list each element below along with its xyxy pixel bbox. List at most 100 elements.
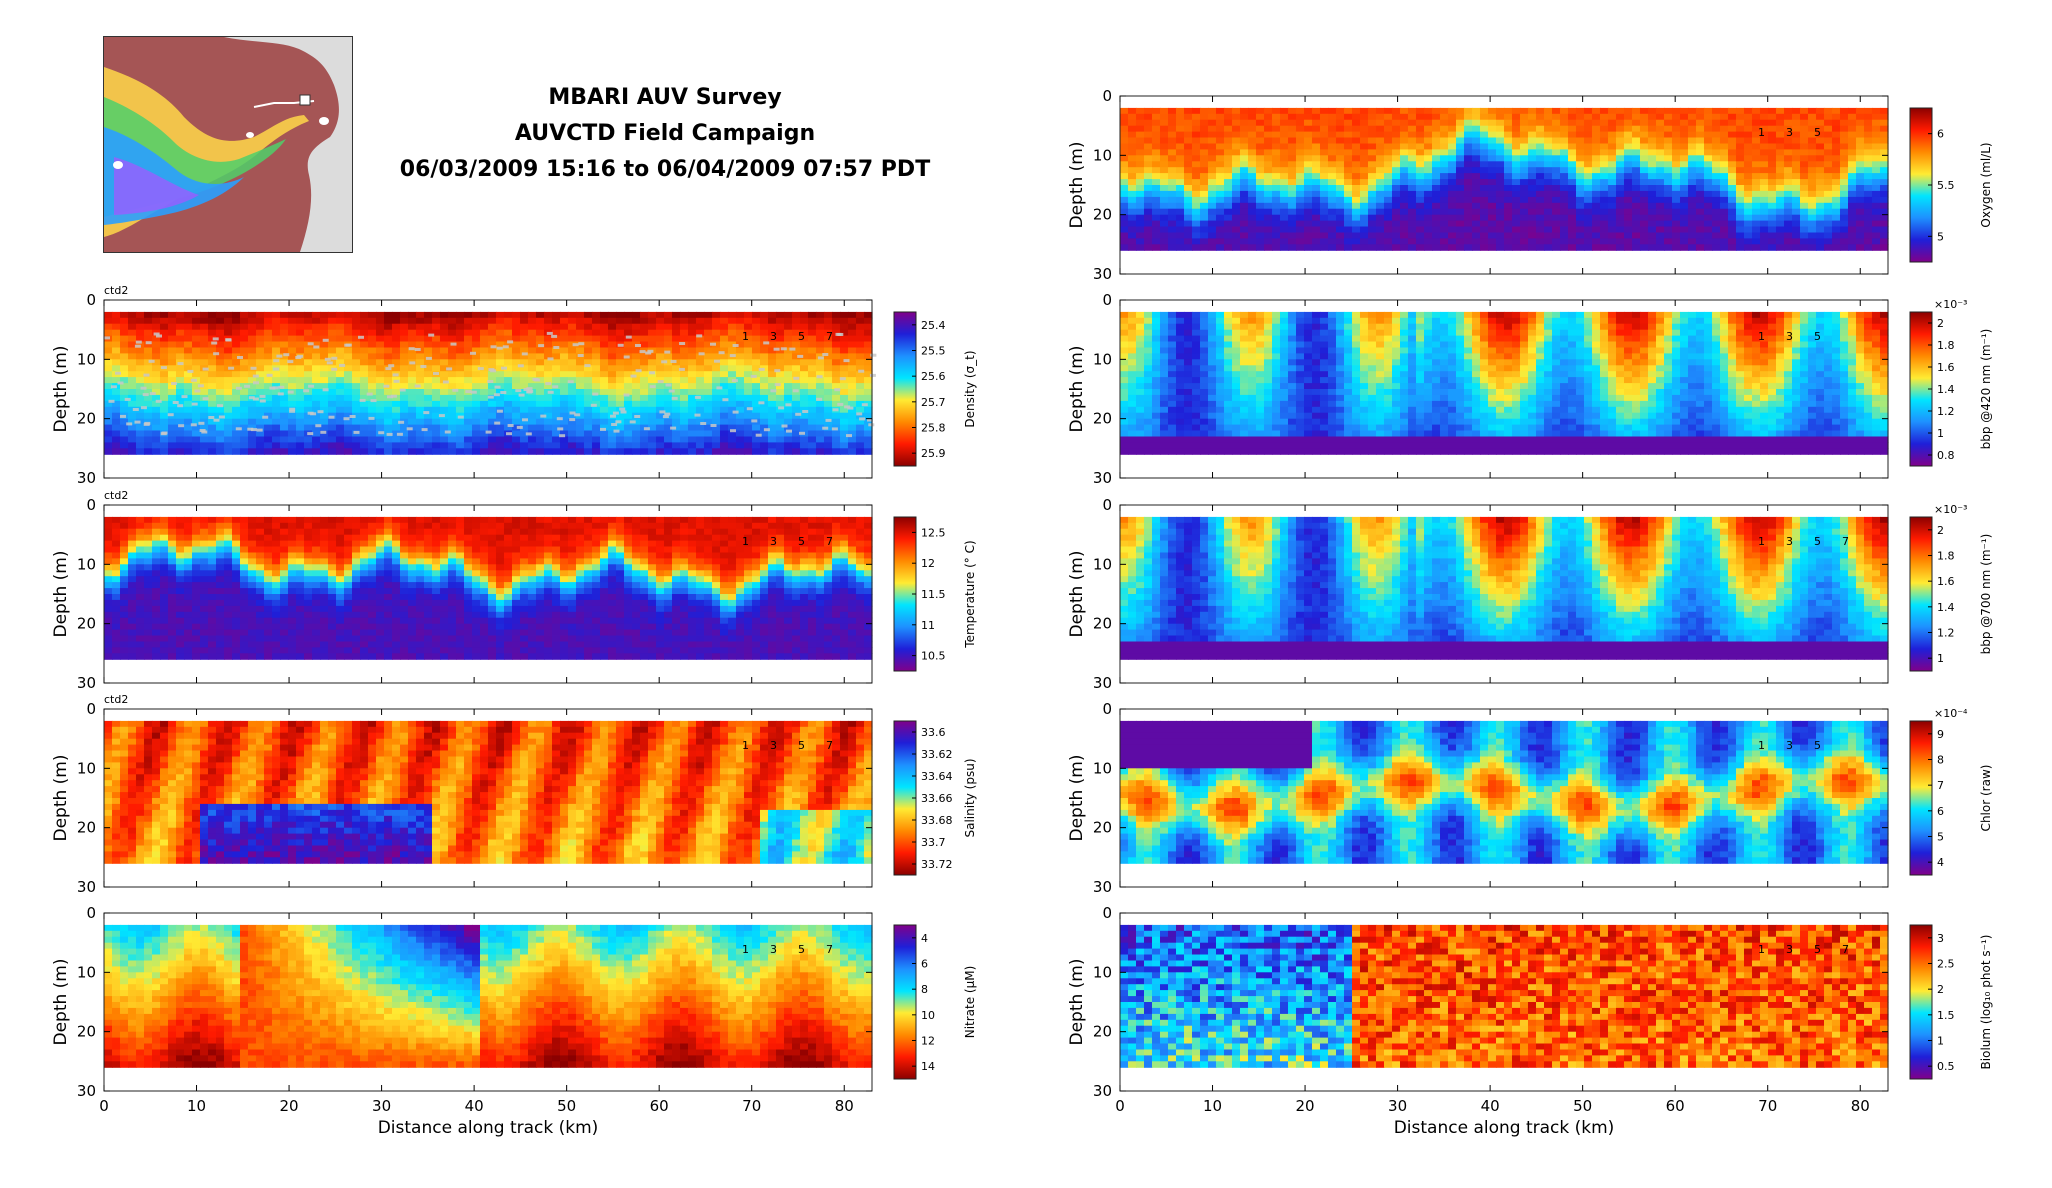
heatmap-cell: [320, 406, 329, 414]
heatmap-cell: [792, 335, 801, 343]
heatmap-cell: [840, 629, 849, 637]
heatmap-cell: [848, 359, 857, 366]
heatmap-cell: [432, 377, 441, 384]
heatmap-cell: [856, 400, 865, 408]
heatmap-cell: [152, 522, 161, 530]
heatmap-cell: [520, 394, 529, 402]
heatmap-cell: [488, 418, 497, 426]
heatmap-cell: [752, 359, 761, 366]
heatmap-cell: [504, 570, 513, 577]
heatmap-cell: [800, 599, 809, 607]
heatmap-cell: [312, 329, 321, 337]
heatmap-cell: [816, 611, 825, 619]
heatmap-cell: [664, 576, 673, 583]
heatmap-cell: [552, 588, 561, 595]
heatmap-cell: [392, 599, 401, 607]
heatmap-cell: [416, 323, 425, 331]
heatmap-cell: [208, 311, 217, 319]
heatmap-cell: [776, 564, 785, 571]
heatmap-cell: [848, 389, 857, 396]
heatmap-cell: [864, 436, 873, 443]
heatmap-cell: [704, 635, 713, 642]
heatmap-cell: [280, 323, 289, 331]
heatmap-cell: [320, 653, 329, 660]
heatmap-cell: [584, 623, 593, 631]
density-gap-cell: [670, 426, 677, 430]
heatmap-cell: [192, 522, 201, 530]
heatmap-cell: [784, 394, 793, 402]
heatmap-cell: [688, 353, 697, 360]
density-gap-cell: [199, 429, 206, 432]
heatmap-cell: [336, 599, 345, 607]
density-gap-cell: [388, 364, 395, 368]
heatmap-cell: [848, 353, 857, 360]
heatmap-cell: [528, 341, 537, 348]
density-gap-cell: [423, 411, 430, 415]
heatmap-cell: [760, 647, 769, 654]
heatmap-cell: [864, 335, 873, 343]
heatmap-cell: [856, 365, 865, 372]
heatmap-cell: [736, 430, 745, 437]
heatmap-cell: [520, 442, 529, 449]
density-gap-cell: [670, 360, 677, 363]
heatmap-cell: [768, 641, 777, 648]
heatmap-cell: [672, 576, 681, 583]
heatmap-cell: [248, 629, 257, 637]
heatmap-cell: [240, 635, 249, 642]
heatmap-cell: [512, 400, 521, 408]
heatmap-cell: [184, 412, 193, 420]
heatmap-cell: [624, 448, 633, 455]
heatmap-cell: [400, 594, 409, 601]
heatmap-cell: [480, 400, 489, 408]
heatmap-cell: [840, 570, 849, 577]
heatmap-cell: [408, 552, 417, 559]
heatmap-cell: [624, 623, 633, 631]
heatmap-cell: [856, 516, 865, 524]
density-gap-cell: [126, 422, 133, 426]
heatmap-cell: [672, 383, 681, 390]
heatmap-cell: [576, 516, 585, 524]
heatmap-cell: [816, 412, 825, 420]
heatmap-cell: [184, 552, 193, 559]
heatmap-cell: [472, 347, 481, 354]
heatmap-cell: [824, 341, 833, 348]
heatmap-cell: [808, 341, 817, 348]
heatmap-cell: [504, 418, 513, 426]
heatmap-cell: [256, 540, 265, 548]
heatmap-cell: [680, 582, 689, 589]
heatmap-cell: [176, 424, 185, 432]
density-gap-cell: [553, 346, 560, 349]
heatmap-cell: [424, 341, 433, 348]
heatmap-cell: [136, 540, 145, 548]
heatmap-cell: [664, 365, 673, 372]
heatmap-cell: [712, 653, 721, 660]
heatmap-cell: [664, 653, 673, 660]
heatmap-cell: [648, 323, 657, 331]
heatmap-cell: [152, 516, 161, 524]
heatmap-cell: [600, 576, 609, 583]
heatmap-cell: [248, 623, 257, 631]
heatmap-cell: [744, 377, 753, 384]
heatmap-cell: [624, 359, 633, 366]
heatmap-cell: [448, 653, 457, 660]
heatmap-cell: [768, 412, 777, 420]
heatmap-cell: [104, 641, 113, 648]
heatmap-cell: [504, 406, 513, 414]
heatmap-cell: [592, 418, 601, 426]
heatmap-cell: [192, 430, 201, 437]
heatmap-cell: [744, 617, 753, 625]
heatmap-cell: [856, 383, 865, 390]
heatmap-cell: [384, 534, 393, 542]
heatmap-cell: [504, 347, 513, 354]
density-gap-cell: [569, 411, 576, 415]
heatmap-cell: [760, 448, 769, 455]
heatmap-cell: [680, 588, 689, 595]
heatmap-cell: [400, 365, 409, 372]
heatmap-cell: [680, 623, 689, 631]
heatmap-cell: [760, 341, 769, 348]
heatmap-cell: [256, 418, 265, 426]
heatmap-cell: [504, 611, 513, 619]
heatmap-cell: [344, 558, 353, 565]
density-gap-cell: [770, 389, 777, 393]
heatmap-cell: [184, 641, 193, 648]
